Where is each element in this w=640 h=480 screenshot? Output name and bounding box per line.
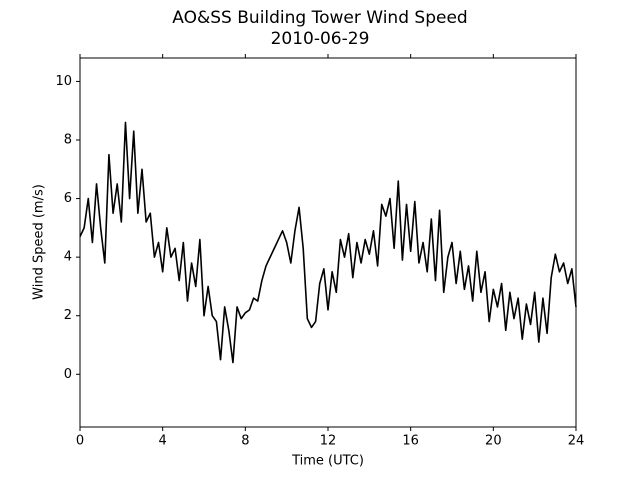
- chart-subtitle: 2010-06-29: [271, 29, 370, 49]
- line-series: [79, 121, 577, 364]
- x-tick-label: 20: [485, 434, 502, 449]
- x-tick-label: 8: [241, 434, 249, 449]
- y-tick-label: 6: [64, 191, 72, 206]
- y-tick-label: 0: [64, 367, 72, 382]
- y-axis-label: Wind Speed (m/s): [32, 184, 47, 300]
- chart-title: AO&SS Building Tower Wind Speed: [172, 8, 467, 28]
- x-tick-label: 24: [568, 434, 585, 449]
- x-tick-label: 12: [320, 434, 337, 449]
- x-tick-label: 0: [76, 434, 84, 449]
- y-tick-label: 2: [64, 308, 72, 323]
- y-tick-label: 10: [55, 74, 72, 89]
- x-tick-label: 16: [402, 434, 419, 449]
- y-tick-label: 8: [64, 133, 72, 148]
- x-axis-label: Time (UTC): [291, 454, 364, 469]
- plot-frame: [79, 57, 577, 428]
- x-tick-label: 4: [159, 434, 167, 449]
- y-tick-label: 4: [64, 250, 72, 265]
